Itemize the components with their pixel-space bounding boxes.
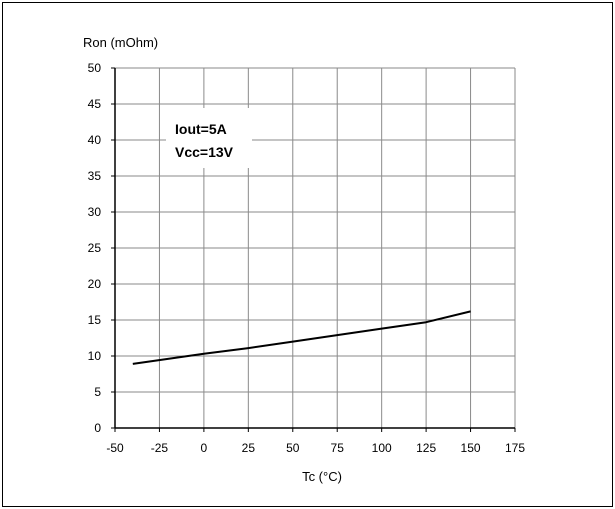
x-tick-label: 150 [461,441,481,455]
y-tick-label: 15 [88,313,102,327]
x-tick-label: 100 [372,441,392,455]
x-tick-label: 0 [201,441,208,455]
y-tick-label: 40 [88,133,102,147]
y-tick-label: 0 [94,421,101,435]
y-tick-label: 5 [94,385,101,399]
x-tick-label: -50 [106,441,124,455]
x-tick-label: 25 [242,441,256,455]
y-tick-label: 10 [88,349,102,363]
axes [111,67,516,432]
x-tick-label: -25 [151,441,169,455]
x-tick-label: 125 [416,441,436,455]
annotation-vcc: Vcc=13V [175,144,234,160]
x-tick-label: 175 [505,441,525,455]
y-tick-label: 30 [88,205,102,219]
y-tick-label: 25 [88,241,102,255]
series-group [132,310,471,365]
y-tick-label: 50 [88,61,102,75]
y-tick-label: 20 [88,277,102,291]
annotation-iout: Iout=5A [175,121,227,137]
x-tick-label: 50 [286,441,300,455]
x-axis-label: Tc (°C) [302,469,342,484]
y-axis-label: Ron (mOhm) [83,35,158,50]
annotation-background [166,108,252,168]
x-tick-label: 75 [331,441,345,455]
tick-labels: -50 -25 0 25 50 75 100 125 150 175 0 5 10 15 20 25 30 35 4… [88,61,526,455]
grid [115,67,516,428]
y-tick-label: 35 [88,169,102,183]
series-line-ron [132,310,471,365]
y-tick-label: 45 [88,97,102,111]
